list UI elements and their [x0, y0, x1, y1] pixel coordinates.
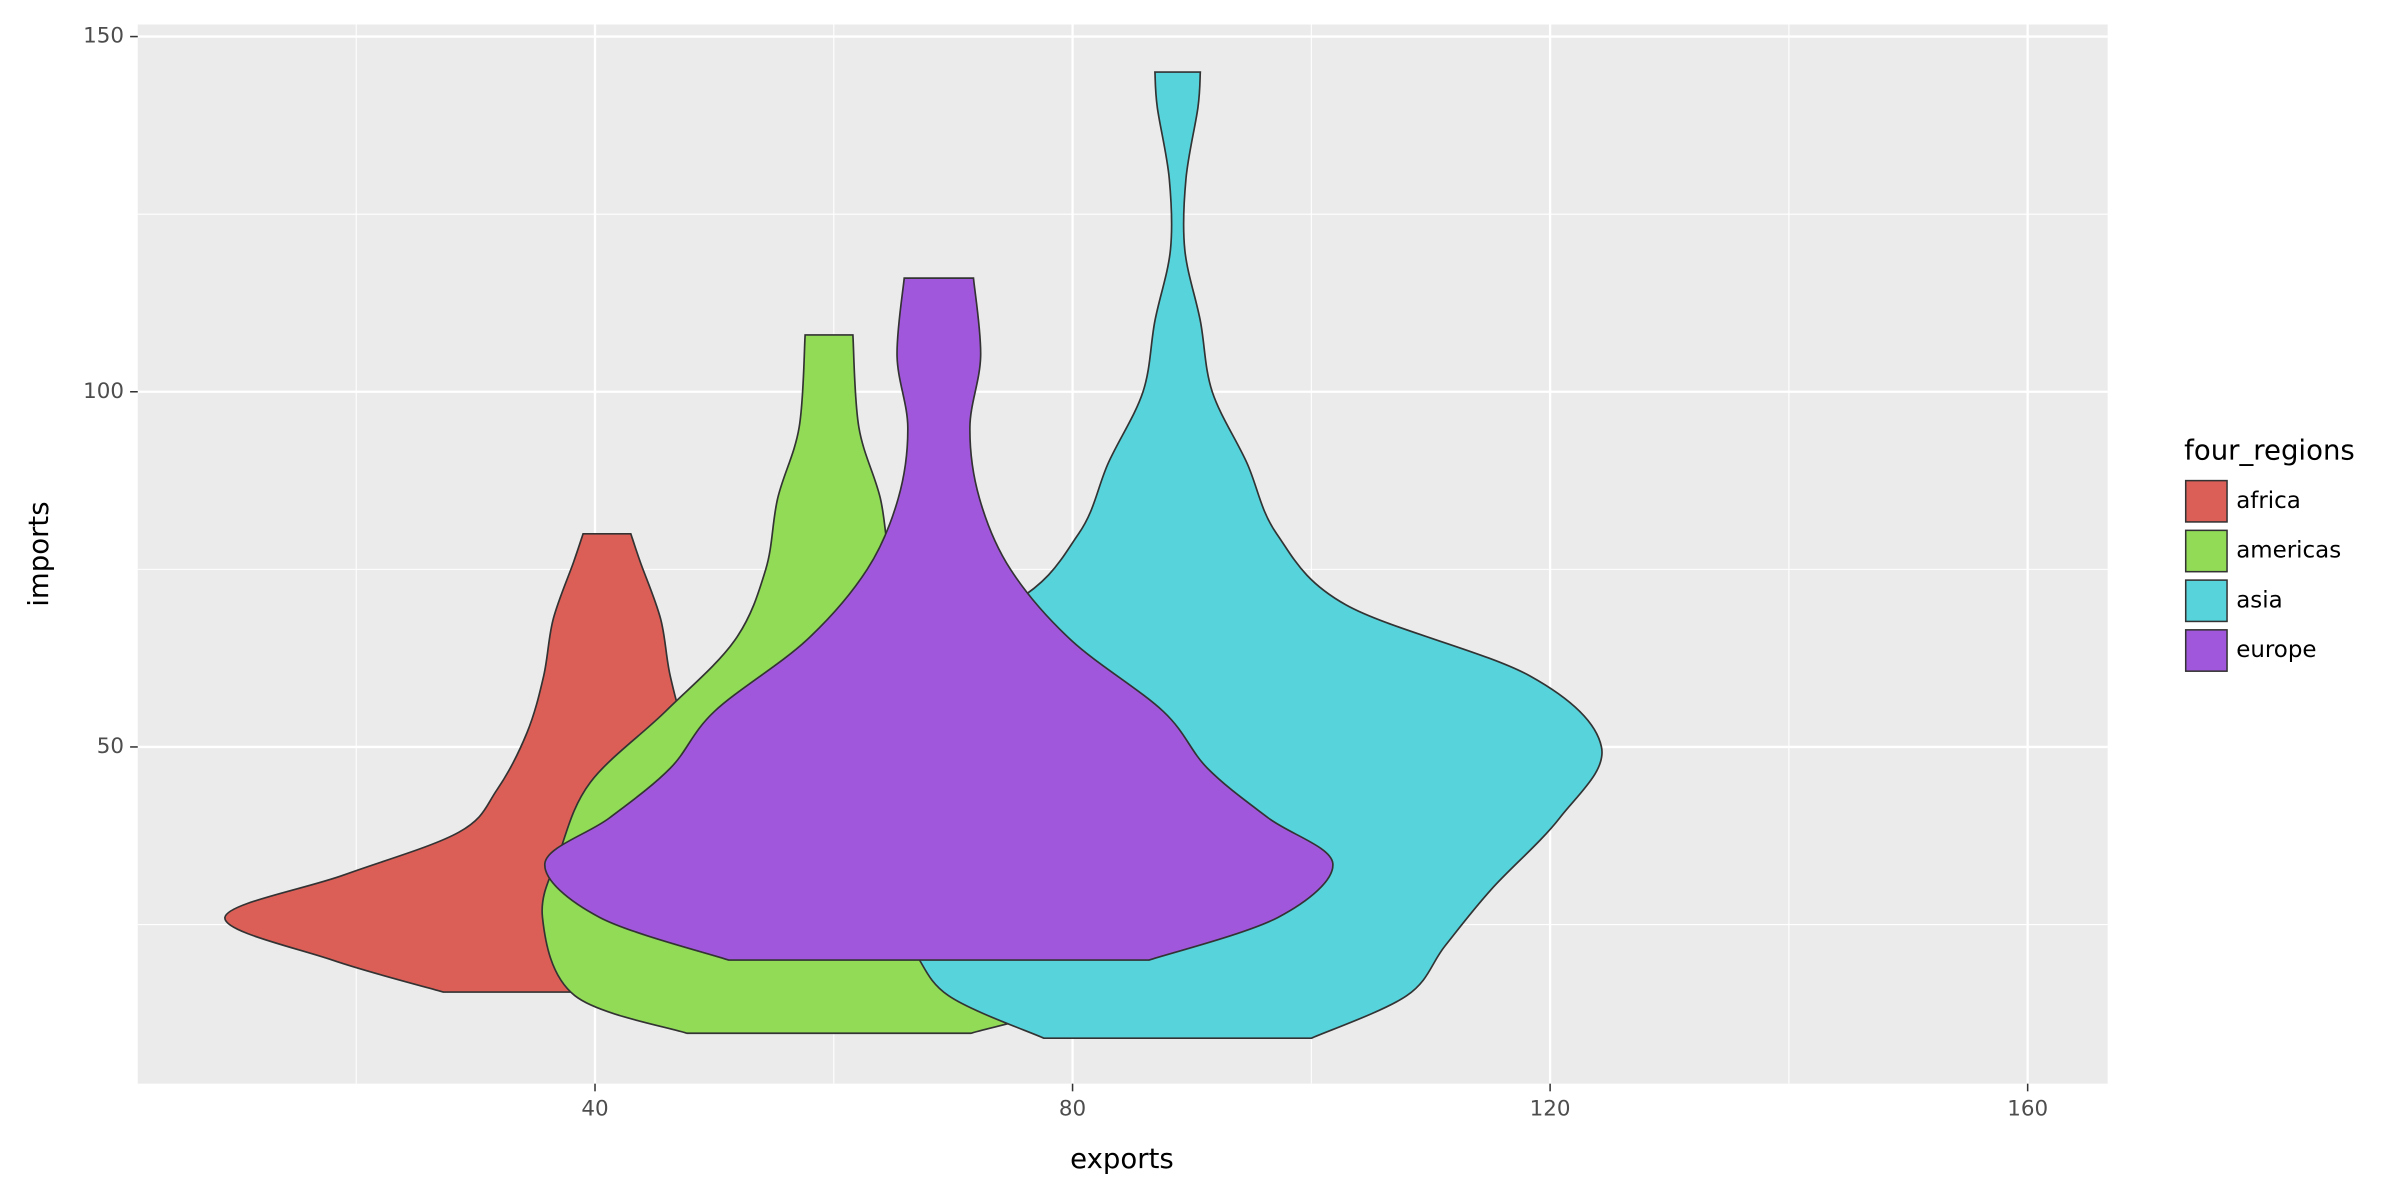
y-tick-label: 50: [97, 734, 124, 759]
y-axis-label: imports: [23, 501, 55, 606]
x-tick-label: 40: [581, 1097, 608, 1122]
legend-label: africa: [2236, 488, 2301, 514]
legend-swatch: [2184, 579, 2228, 623]
x-tick-label: 80: [1059, 1097, 1086, 1122]
legend: four_regions africa americas asia europe: [2184, 435, 2355, 672]
legend-label: americas: [2236, 538, 2341, 564]
legend-title: four_regions: [2184, 435, 2355, 467]
legend-swatch: [2184, 529, 2228, 573]
x-axis-label: exports: [1070, 1143, 1174, 1175]
y-tick-label: 100: [83, 379, 124, 404]
legend-swatch: [2184, 629, 2228, 672]
violin: [544, 277, 1334, 961]
legend-label: asia: [2236, 587, 2282, 613]
legend-swatch: [2184, 479, 2228, 523]
x-tick-label: 120: [1530, 1097, 1571, 1122]
legend-label: europe: [2236, 637, 2316, 663]
y-tick-label: 150: [83, 24, 124, 49]
x-tick-label: 160: [2007, 1097, 2048, 1122]
